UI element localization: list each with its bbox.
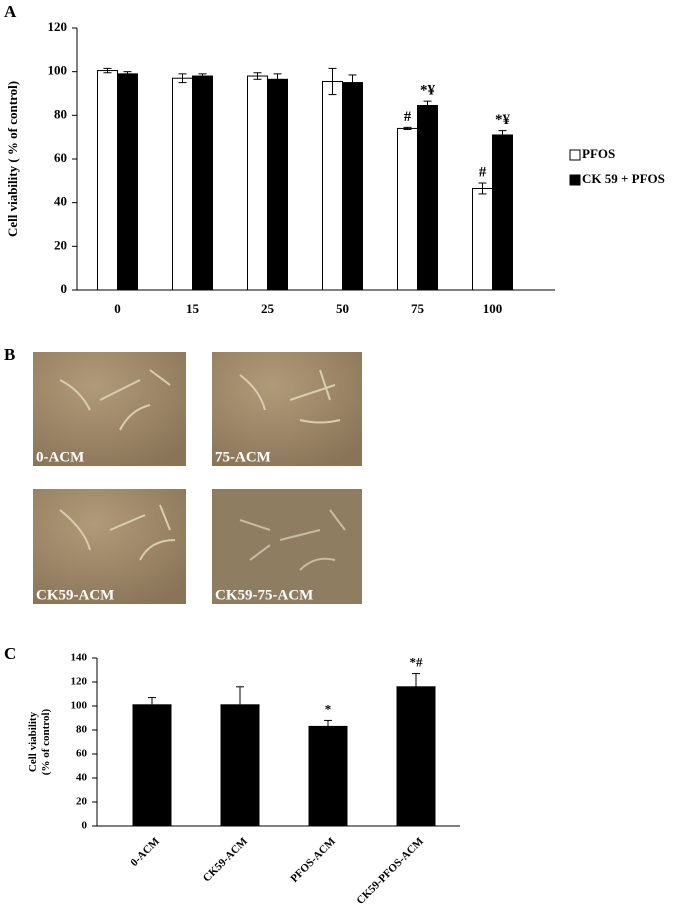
legend-label: PFOS	[582, 146, 615, 161]
panel-letter: B	[4, 345, 15, 364]
bar	[397, 127, 418, 291]
y-tick-label: 0	[61, 281, 68, 296]
bar	[172, 77, 193, 291]
bar	[97, 70, 118, 291]
y-tick-label: 100	[71, 700, 88, 712]
annotation: *#	[410, 655, 424, 670]
bar	[247, 75, 268, 291]
bar	[396, 686, 436, 827]
x-tick-label: 100	[483, 301, 503, 316]
bar	[492, 134, 513, 291]
annotation: #	[479, 164, 487, 180]
panel-letter: A	[4, 2, 17, 21]
annotation: *¥	[420, 83, 436, 99]
micrograph: CK59-75-ACM	[212, 489, 362, 604]
y-tick-label: 80	[54, 106, 67, 121]
y-tick-label: 20	[54, 237, 67, 252]
y-tick-label: 80	[76, 724, 88, 736]
micrograph: 75-ACM	[212, 352, 362, 466]
y-axis-label: Cell viability ( % of control)	[5, 81, 20, 237]
x-tick-label: 25	[261, 301, 275, 316]
x-tick-label: CK59-ACM	[201, 835, 251, 885]
bar	[117, 73, 138, 291]
x-tick-label: 50	[336, 301, 349, 316]
y-tick-label: 140	[71, 652, 88, 664]
y-tick-label: 40	[54, 194, 67, 209]
bar	[417, 105, 438, 291]
y-axis-label: Cell viability	[27, 711, 39, 772]
y-tick-label: 40	[76, 772, 88, 784]
legend-swatch	[569, 149, 581, 161]
caption: 75-ACM	[215, 449, 271, 465]
bar	[267, 78, 288, 291]
bar	[132, 704, 172, 827]
caption: CK59-ACM	[36, 587, 114, 603]
x-tick-label: 75	[411, 301, 425, 316]
legend-label: CK 59 + PFOS	[582, 171, 665, 186]
micrograph: 0-ACM	[33, 352, 186, 466]
x-tick-label: PFOS-ACM	[288, 835, 338, 885]
x-tick-label: 15	[186, 301, 200, 316]
y-tick-label: 20	[76, 796, 88, 808]
bar	[342, 82, 363, 291]
x-tick-label: CK59-PFOS-ACM	[354, 835, 426, 907]
caption: CK59-75-ACM	[215, 587, 313, 603]
y-tick-label: 120	[48, 19, 68, 34]
bar	[308, 725, 348, 827]
bar	[472, 187, 493, 291]
bar	[322, 80, 343, 291]
annotation: #	[404, 109, 412, 125]
y-tick-label: 0	[82, 820, 88, 832]
y-tick-label: 60	[76, 748, 88, 760]
x-tick-label: 0	[114, 301, 121, 316]
bar	[192, 75, 213, 291]
y-tick-label: 120	[71, 676, 88, 688]
caption: 0-ACM	[36, 449, 84, 465]
annotation: *	[325, 701, 332, 716]
legend-swatch	[569, 174, 581, 186]
annotation: *¥	[495, 112, 511, 128]
y-axis-label: (% of control)	[40, 708, 52, 775]
x-tick-label: 0-ACM	[128, 835, 162, 869]
y-tick-label: 60	[54, 150, 67, 165]
bar	[220, 704, 260, 827]
panel-letter: C	[4, 644, 16, 663]
micrograph: CK59-ACM	[33, 489, 186, 604]
y-tick-label: 100	[48, 63, 68, 78]
